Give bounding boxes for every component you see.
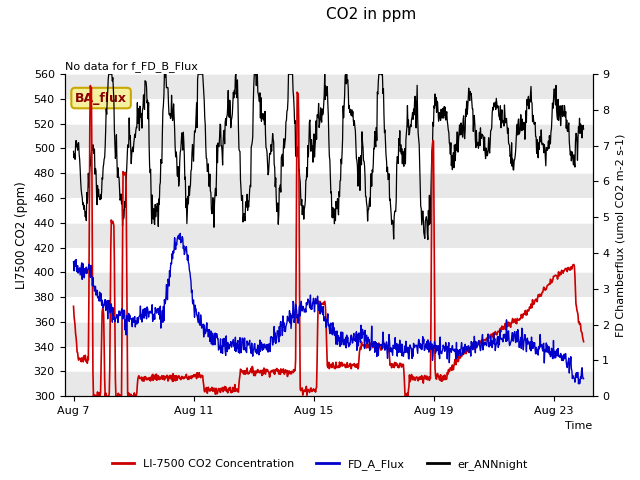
Bar — [65, 272, 593, 297]
Y-axis label: FD Chamberflux (umol CO2 m-2 s-1): FD Chamberflux (umol CO2 m-2 s-1) — [615, 133, 625, 337]
Text: BA_flux: BA_flux — [75, 92, 127, 105]
Y-axis label: LI7500 CO2 (ppm): LI7500 CO2 (ppm) — [15, 181, 28, 289]
Bar — [65, 223, 593, 248]
Bar — [65, 124, 593, 148]
Bar — [65, 322, 593, 347]
Bar — [65, 372, 593, 396]
Text: CO2 in ppm: CO2 in ppm — [326, 7, 417, 22]
Bar — [65, 173, 593, 198]
Bar — [65, 74, 593, 99]
Legend: LI-7500 CO2 Concentration, FD_A_Flux, er_ANNnight: LI-7500 CO2 Concentration, FD_A_Flux, er… — [108, 455, 532, 474]
X-axis label: Time: Time — [565, 421, 593, 432]
Text: No data for f_FD_B_Flux: No data for f_FD_B_Flux — [65, 61, 197, 72]
